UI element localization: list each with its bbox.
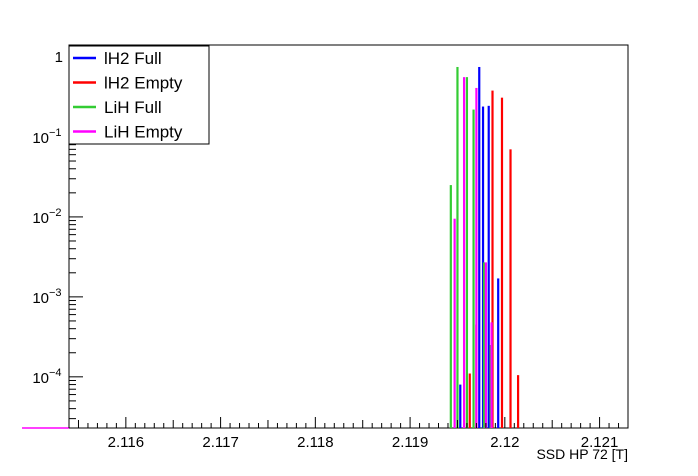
y-tick-label: 10 bbox=[32, 290, 49, 307]
bar-0-4 bbox=[497, 278, 500, 428]
plot-frame-layer bbox=[68, 44, 629, 429]
y-tick-label: 10 bbox=[32, 370, 49, 387]
y-tick-label: 1 bbox=[55, 49, 63, 66]
x-tick-label: 2.116 bbox=[108, 434, 144, 451]
x-tick-label: 2.12 bbox=[490, 434, 519, 451]
x-tick-label: 2.121 bbox=[581, 434, 619, 451]
bar-3-3 bbox=[484, 262, 487, 428]
bar-0-1 bbox=[478, 66, 481, 428]
bar-2-1 bbox=[456, 66, 459, 428]
bar-3-2 bbox=[475, 87, 478, 428]
bar-3-4 bbox=[490, 322, 493, 428]
bar-2-4 bbox=[482, 262, 486, 428]
bar-1-2 bbox=[491, 90, 494, 428]
bars-layer bbox=[22, 66, 520, 429]
legend-label-1: lH2 Empty bbox=[104, 74, 183, 93]
bar-3-1 bbox=[462, 77, 466, 428]
legend-label-2: LiH Full bbox=[104, 98, 162, 117]
y-tick-exponent: −3 bbox=[49, 287, 62, 299]
x-tick-label: 2.118 bbox=[297, 434, 333, 451]
y-tick-exponent: −1 bbox=[49, 127, 62, 139]
legend-box bbox=[68, 45, 210, 145]
bar-2-2 bbox=[465, 77, 469, 428]
bar-1-3 bbox=[500, 97, 504, 428]
bar-1-5 bbox=[516, 375, 520, 428]
bar-1-0 bbox=[468, 373, 471, 428]
axes-layer: 2.116 2.117 2.118 2.119 2.12 2.121110−110−210… bbox=[32, 49, 629, 451]
y-tick-exponent: −4 bbox=[49, 367, 62, 379]
y-tick-exponent: −2 bbox=[49, 207, 62, 219]
y-tick-label: 10 bbox=[32, 210, 49, 227]
bar-2-0 bbox=[449, 185, 452, 428]
legend-label-0: lH2 Full bbox=[104, 49, 162, 68]
x-axis-title: SSD HP 72 [T] bbox=[536, 446, 628, 462]
plot-frame bbox=[68, 44, 629, 429]
bar-3-0 bbox=[453, 218, 456, 428]
bar-0-3 bbox=[487, 105, 490, 428]
legend-label-3: LiH Empty bbox=[104, 123, 183, 142]
x-tick-label: 2.117 bbox=[202, 434, 238, 451]
bar-1-4 bbox=[509, 149, 512, 428]
x-tick-label: 2.119 bbox=[392, 434, 428, 451]
bar-0-0 bbox=[459, 384, 462, 428]
legend: lH2 Full lH2 Empty LiH Full LiH Empty bbox=[68, 45, 210, 145]
y-tick-label: 10 bbox=[32, 130, 49, 147]
bar-2-3 bbox=[472, 109, 475, 428]
